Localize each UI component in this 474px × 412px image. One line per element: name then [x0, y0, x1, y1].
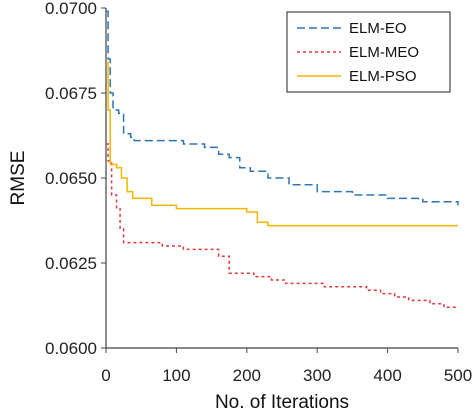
chart-legend: ELM-EO ELM-MEO ELM-PSO — [286, 11, 451, 93]
x-tick-label: 100 — [162, 366, 190, 385]
y-tick-label: 0.0600 — [45, 339, 97, 358]
x-tick-group: 0 100 200 300 400 500 — [101, 348, 472, 385]
legend-box — [286, 11, 451, 93]
y-tick-label: 0.0625 — [45, 254, 97, 273]
x-tick-label: 0 — [101, 366, 110, 385]
x-tick-label: 500 — [444, 366, 472, 385]
series-line-elm-eo — [106, 10, 459, 206]
x-tick-label: 300 — [303, 366, 331, 385]
legend-label-elm-meo: ELM-MEO — [349, 44, 419, 61]
x-tick-label: 200 — [233, 366, 261, 385]
y-tick-label: 0.0700 — [45, 0, 97, 18]
series-line-elm-meo — [106, 143, 458, 308]
x-tick-label: 400 — [373, 366, 401, 385]
series-line-elm-pso — [106, 61, 458, 227]
y-axis-label: RMSE — [8, 151, 29, 206]
legend-label-elm-eo: ELM-EO — [349, 20, 407, 37]
y-tick-label: 0.0675 — [45, 84, 97, 103]
y-tick-label: 0.0650 — [45, 169, 97, 188]
series-group — [106, 10, 459, 308]
x-axis-label: No. of Iterations — [215, 392, 349, 412]
y-tick-group: 0.0600 0.0625 0.0650 0.0675 0.0700 — [45, 0, 106, 358]
legend-label-elm-pso: ELM-PSO — [349, 68, 417, 85]
